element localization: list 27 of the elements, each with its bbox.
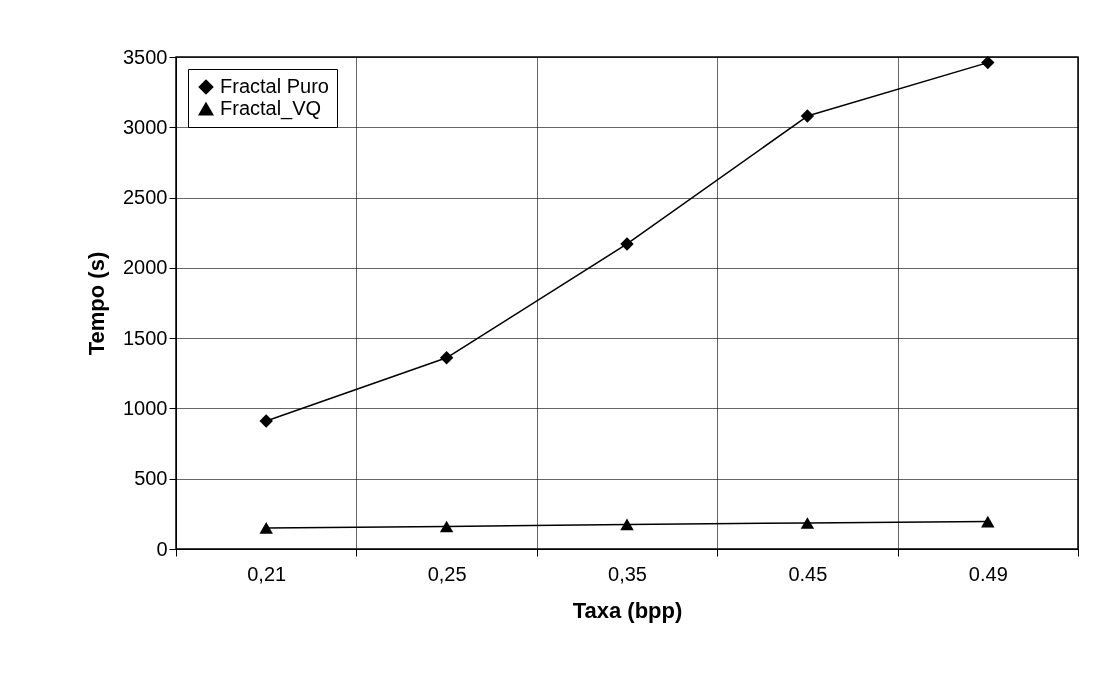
- x-tick-label: 0,21: [247, 562, 287, 585]
- legend-label: Fractal_VQ: [220, 97, 322, 120]
- y-tick-label: 2500: [123, 186, 168, 209]
- point: [800, 109, 815, 123]
- y-tick-label: 2000: [123, 256, 168, 279]
- y-tick-label: 500: [134, 467, 168, 490]
- point: [439, 520, 454, 533]
- point: [800, 517, 815, 529]
- point: [259, 522, 273, 534]
- y-tick-label: 1000: [123, 396, 168, 419]
- x-tick-label: 0,35: [608, 562, 647, 585]
- y-tick-label: 0: [156, 537, 168, 560]
- point: [620, 237, 634, 251]
- point: [439, 351, 454, 365]
- x-tick-label: 0,25: [427, 562, 467, 585]
- x-tick-label: 0.49: [968, 562, 1008, 585]
- point: [259, 414, 273, 428]
- y-tick-label: 3500: [123, 45, 168, 68]
- point: [620, 518, 634, 531]
- y-axis-title: Tempo (s): [84, 251, 110, 356]
- y-tick-label: 1500: [123, 326, 168, 349]
- point: [981, 515, 995, 528]
- legend-label: Fractal Puro: [220, 75, 329, 97]
- y-tick-label: 3000: [123, 115, 168, 138]
- point: [981, 55, 995, 70]
- x-axis-title: Taxa (bpp): [572, 597, 683, 623]
- x-tick-label: 0.45: [788, 562, 828, 585]
